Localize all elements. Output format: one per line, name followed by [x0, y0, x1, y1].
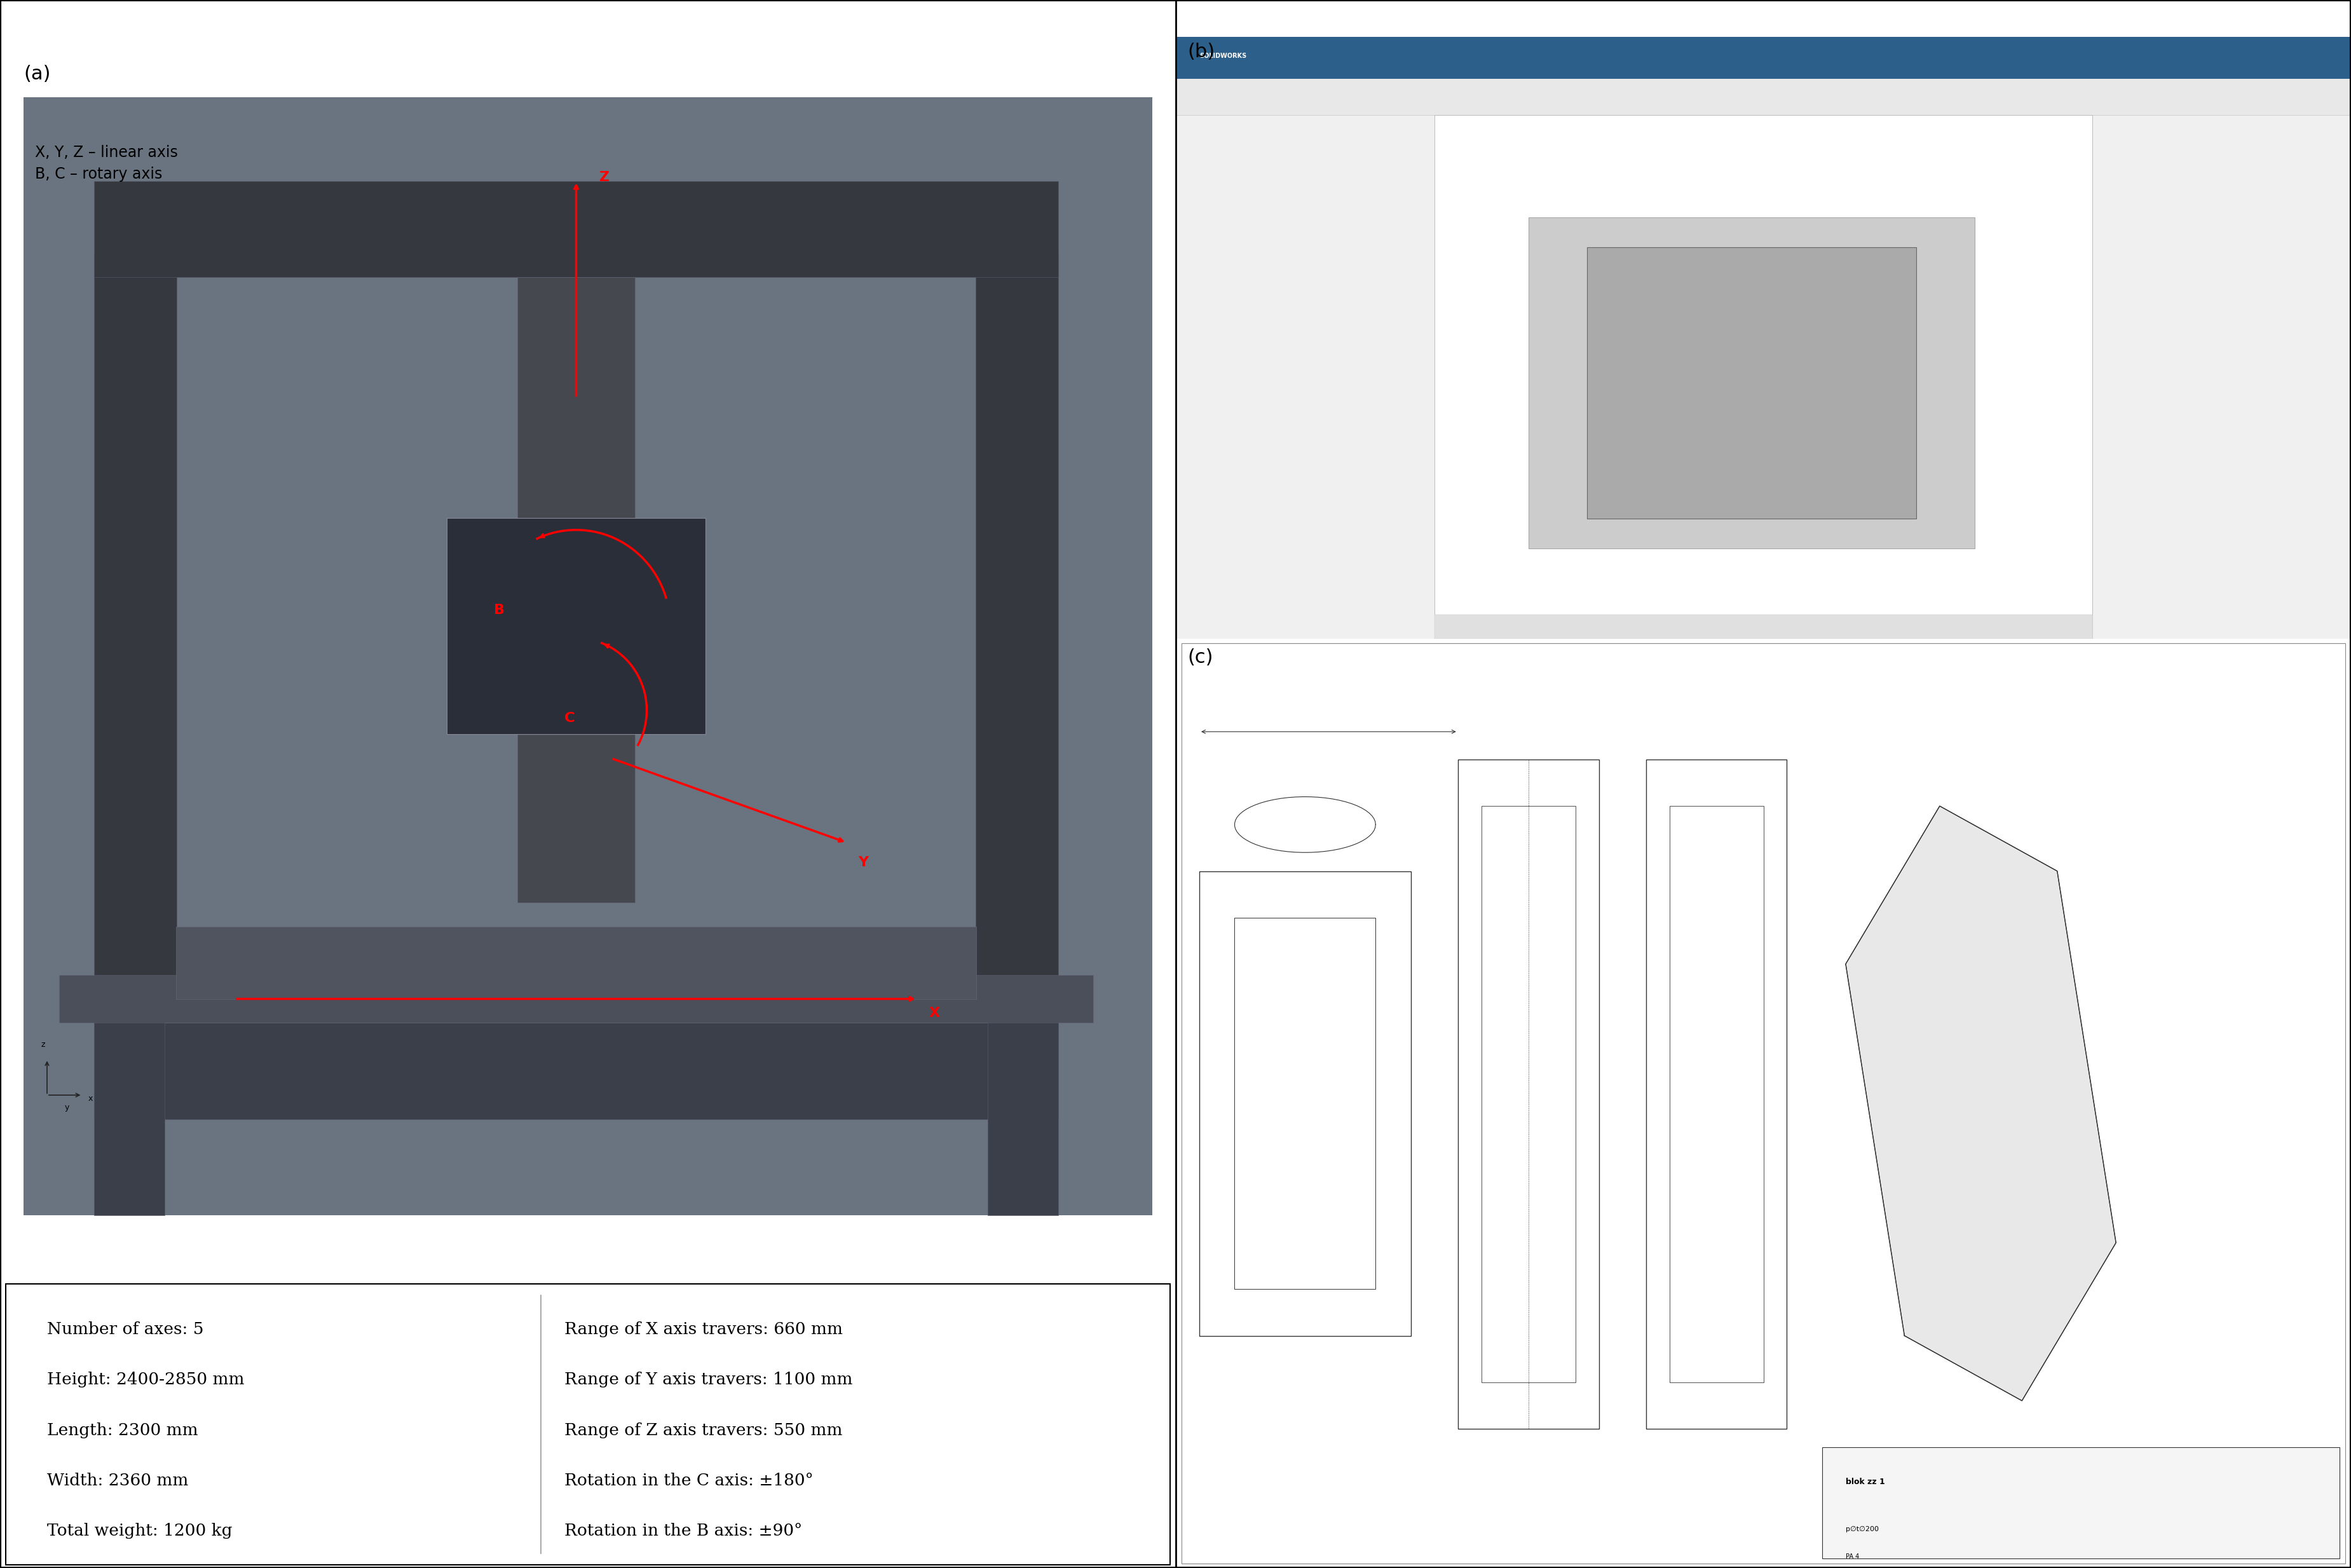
Bar [1669, 806, 1763, 1381]
Bar [94, 1022, 165, 1215]
Text: Number of axes: 5: Number of axes: 5 [47, 1322, 205, 1338]
Text: BASIC TECHNICAL DATA: BASIC TECHNICAL DATA [437, 1250, 738, 1270]
Text: Z: Z [600, 171, 609, 183]
Bar [1822, 1447, 2339, 1559]
Bar [94, 254, 176, 975]
Text: (a): (a) [24, 64, 49, 83]
Bar [94, 182, 1058, 278]
Text: blok zz 1: blok zz 1 [1846, 1479, 1886, 1486]
Bar [447, 517, 705, 734]
Bar [59, 975, 1093, 1022]
Bar [1646, 759, 1787, 1428]
Text: C: C [564, 712, 574, 724]
Text: Length: 2300 mm: Length: 2300 mm [47, 1422, 197, 1438]
Text: Rotation in the B axis: ±90°: Rotation in the B axis: ±90° [564, 1523, 802, 1538]
Polygon shape [1846, 806, 2116, 1400]
Bar [1434, 114, 2092, 615]
Text: PA 4: PA 4 [1846, 1554, 1860, 1560]
Text: X, Y, Z – linear axis
B, C – rotary axis: X, Y, Z – linear axis B, C – rotary axis [35, 146, 179, 182]
Bar [1199, 872, 1411, 1336]
Text: Rotation in the C axis: ±180°: Rotation in the C axis: ±180° [564, 1472, 813, 1488]
Text: Width: 2360 mm: Width: 2360 mm [47, 1472, 188, 1488]
Text: Range of Z axis travers: 550 mm: Range of Z axis travers: 550 mm [564, 1422, 842, 1438]
Text: Y: Y [858, 856, 868, 869]
Text: z: z [42, 1041, 45, 1049]
Bar [94, 1022, 1058, 1120]
Text: Height: 2400-2850 mm: Height: 2400-2850 mm [47, 1372, 245, 1388]
Bar [987, 1022, 1058, 1215]
Text: Range of X axis travers: 660 mm: Range of X axis travers: 660 mm [564, 1322, 842, 1338]
Text: (c): (c) [1187, 648, 1213, 666]
Text: X: X [929, 1007, 940, 1019]
Text: SOLIDWORKS: SOLIDWORKS [1199, 53, 1246, 60]
Text: Range of Y axis travers: 1100 mm: Range of Y axis travers: 1100 mm [564, 1372, 853, 1388]
Text: x: x [89, 1094, 94, 1102]
Bar [176, 927, 976, 999]
Text: Total weight: 1200 kg: Total weight: 1200 kg [47, 1523, 233, 1538]
Bar [1528, 218, 1975, 549]
Bar [976, 254, 1058, 975]
Bar [1458, 759, 1599, 1428]
Bar [1587, 248, 1916, 519]
Bar [1176, 78, 2351, 114]
Text: BASIC SPECIFICATION: BASIC SPECIFICATION [414, 5, 762, 31]
Text: CAD-BASED MODEL AND DOCUMENTATION: CAD-BASED MODEL AND DOCUMENTATION [1427, 5, 2099, 31]
Text: B: B [494, 604, 505, 616]
Bar [1434, 615, 2092, 638]
Bar [517, 278, 635, 903]
Bar [1176, 114, 1434, 638]
Text: (b): (b) [1187, 42, 1215, 61]
Bar [1176, 38, 2351, 78]
Bar [1234, 917, 1375, 1289]
Bar [1481, 806, 1575, 1381]
Text: y: y [66, 1104, 71, 1112]
Text: p∅t∅200: p∅t∅200 [1846, 1526, 1878, 1532]
Bar [2092, 114, 2351, 638]
